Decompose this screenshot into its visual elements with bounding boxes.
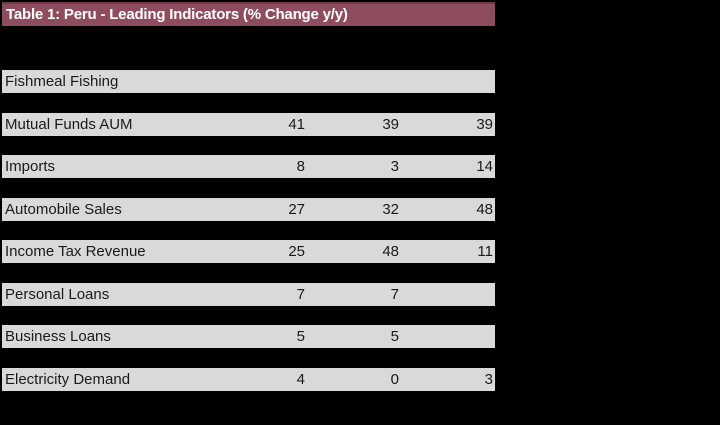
row-value-1: 41 [288,115,305,133]
row-value-2: 32 [382,200,399,218]
table-row: Income Tax Revenue 25 48 11 [2,240,495,263]
row-value-3: 3 [484,370,493,388]
row-value-3: 14 [476,158,493,175]
leading-indicators-table: Table 1: Peru - Leading Indicators (% Ch… [2,2,495,391]
row-value-2: 39 [382,115,399,133]
row-value-3: 11 [477,243,493,260]
table-row: Imports 8 3 14 [2,155,495,178]
row-value-1: 8 [296,158,305,175]
row-value-2: 0 [390,370,399,388]
table-title: Table 1: Peru - Leading Indicators (% Ch… [2,2,495,26]
table-row: Electricity Demand 4 0 3 [2,367,495,391]
row-value-2: 48 [382,243,399,260]
row-value-2: 7 [390,285,399,303]
row-label: Mutual Funds AUM [5,115,133,133]
row-label: Personal Loans [5,285,110,303]
table-row: Personal Loans 7 7 [2,282,495,306]
row-label: Electricity Demand [5,370,131,388]
row-value-1: 27 [288,200,305,218]
row-value-1: 7 [296,285,305,303]
row-value-3: 39 [476,115,493,133]
table-row: Business Loans 5 5 [2,325,495,348]
row-value-2: 5 [390,328,399,345]
row-label: Income Tax Revenue [5,243,146,260]
row-value-1: 5 [296,328,305,345]
table-row: Mutual Funds AUM 41 39 39 [2,112,495,136]
row-value-3: 48 [476,200,493,218]
row-value-2: 3 [390,158,399,175]
table-row: Fishmeal Fishing [2,70,495,93]
row-label: Fishmeal Fishing [5,73,119,90]
table-row: Automobile Sales 27 32 48 [2,197,495,221]
row-value-1: 25 [288,243,305,260]
table-rows: Fishmeal Fishing Mutual Funds AUM 41 39 … [2,70,495,391]
row-value-1: 4 [296,370,305,388]
row-label: Business Loans [5,328,111,345]
row-label: Automobile Sales [5,200,122,218]
row-label: Imports [5,158,56,175]
